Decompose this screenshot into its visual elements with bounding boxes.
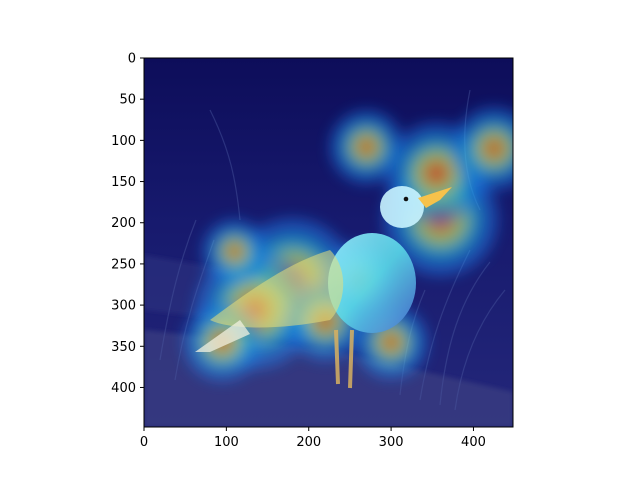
heatmap-hotspot [203, 219, 267, 283]
y-tick-label: 150 [111, 175, 136, 190]
heatmap-hotspot [330, 110, 403, 183]
y-tick-label: 400 [111, 381, 136, 396]
y-tick-label: 300 [111, 299, 136, 314]
x-tick-label: 400 [461, 435, 486, 450]
plot-image [144, 58, 535, 427]
x-tick-label: 0 [140, 435, 148, 450]
seagull-head [380, 186, 424, 228]
x-tick-label: 300 [379, 435, 404, 450]
x-tick-label: 100 [214, 435, 239, 450]
y-tick-label: 250 [111, 257, 136, 272]
y-tick-label: 100 [111, 134, 136, 149]
x-tick-label: 200 [296, 435, 321, 450]
heatmap-hotspot [453, 107, 536, 190]
seagull-eye [404, 197, 409, 202]
y-tick-label: 350 [111, 340, 136, 355]
x-axis: 0 100 200 300 400 [140, 427, 486, 450]
y-tick-label: 0 [128, 52, 136, 67]
y-tick-label: 50 [119, 93, 136, 108]
y-axis: 0 50 100 150 200 250 300 350 400 [111, 52, 144, 396]
y-tick-label: 200 [111, 216, 136, 231]
